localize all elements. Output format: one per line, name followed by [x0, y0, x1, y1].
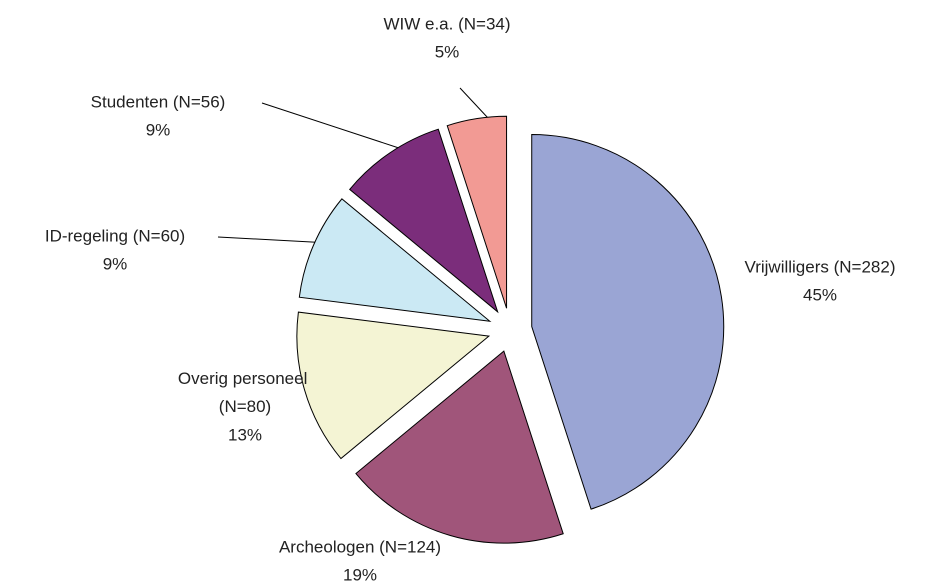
value-label: 45%: [803, 285, 837, 304]
leader-line: [261, 102, 406, 151]
slice-label: ID-regeling (N=60): [45, 226, 185, 245]
value-label: 9%: [103, 254, 128, 273]
label-line: (N=80): [219, 397, 271, 416]
leader-lines: [217, 87, 489, 244]
slice-label: Archeologen (N=124): [279, 537, 441, 556]
slice-label: WIW e.a. (N=34): [383, 14, 510, 33]
pie-slice: [296, 311, 491, 460]
pie-slice: [298, 198, 492, 322]
pie-slice: [531, 134, 725, 510]
value-label: 9%: [146, 120, 171, 139]
value-label: 13%: [228, 425, 262, 444]
value-label: 19%: [343, 565, 377, 584]
value-label: 5%: [435, 42, 460, 61]
pie-slice: [355, 350, 564, 544]
slice-label: Vrijwilligers (N=282): [745, 257, 896, 276]
leader-line: [459, 87, 489, 119]
pie-slice: [446, 115, 508, 309]
leader-line: [217, 236, 331, 244]
label-line: Overig personeel: [178, 369, 312, 388]
slice-label: Studenten (N=56): [91, 92, 226, 111]
pie-slice: [348, 128, 499, 314]
slice-label: Overig personeel (N=80): [178, 369, 312, 416]
